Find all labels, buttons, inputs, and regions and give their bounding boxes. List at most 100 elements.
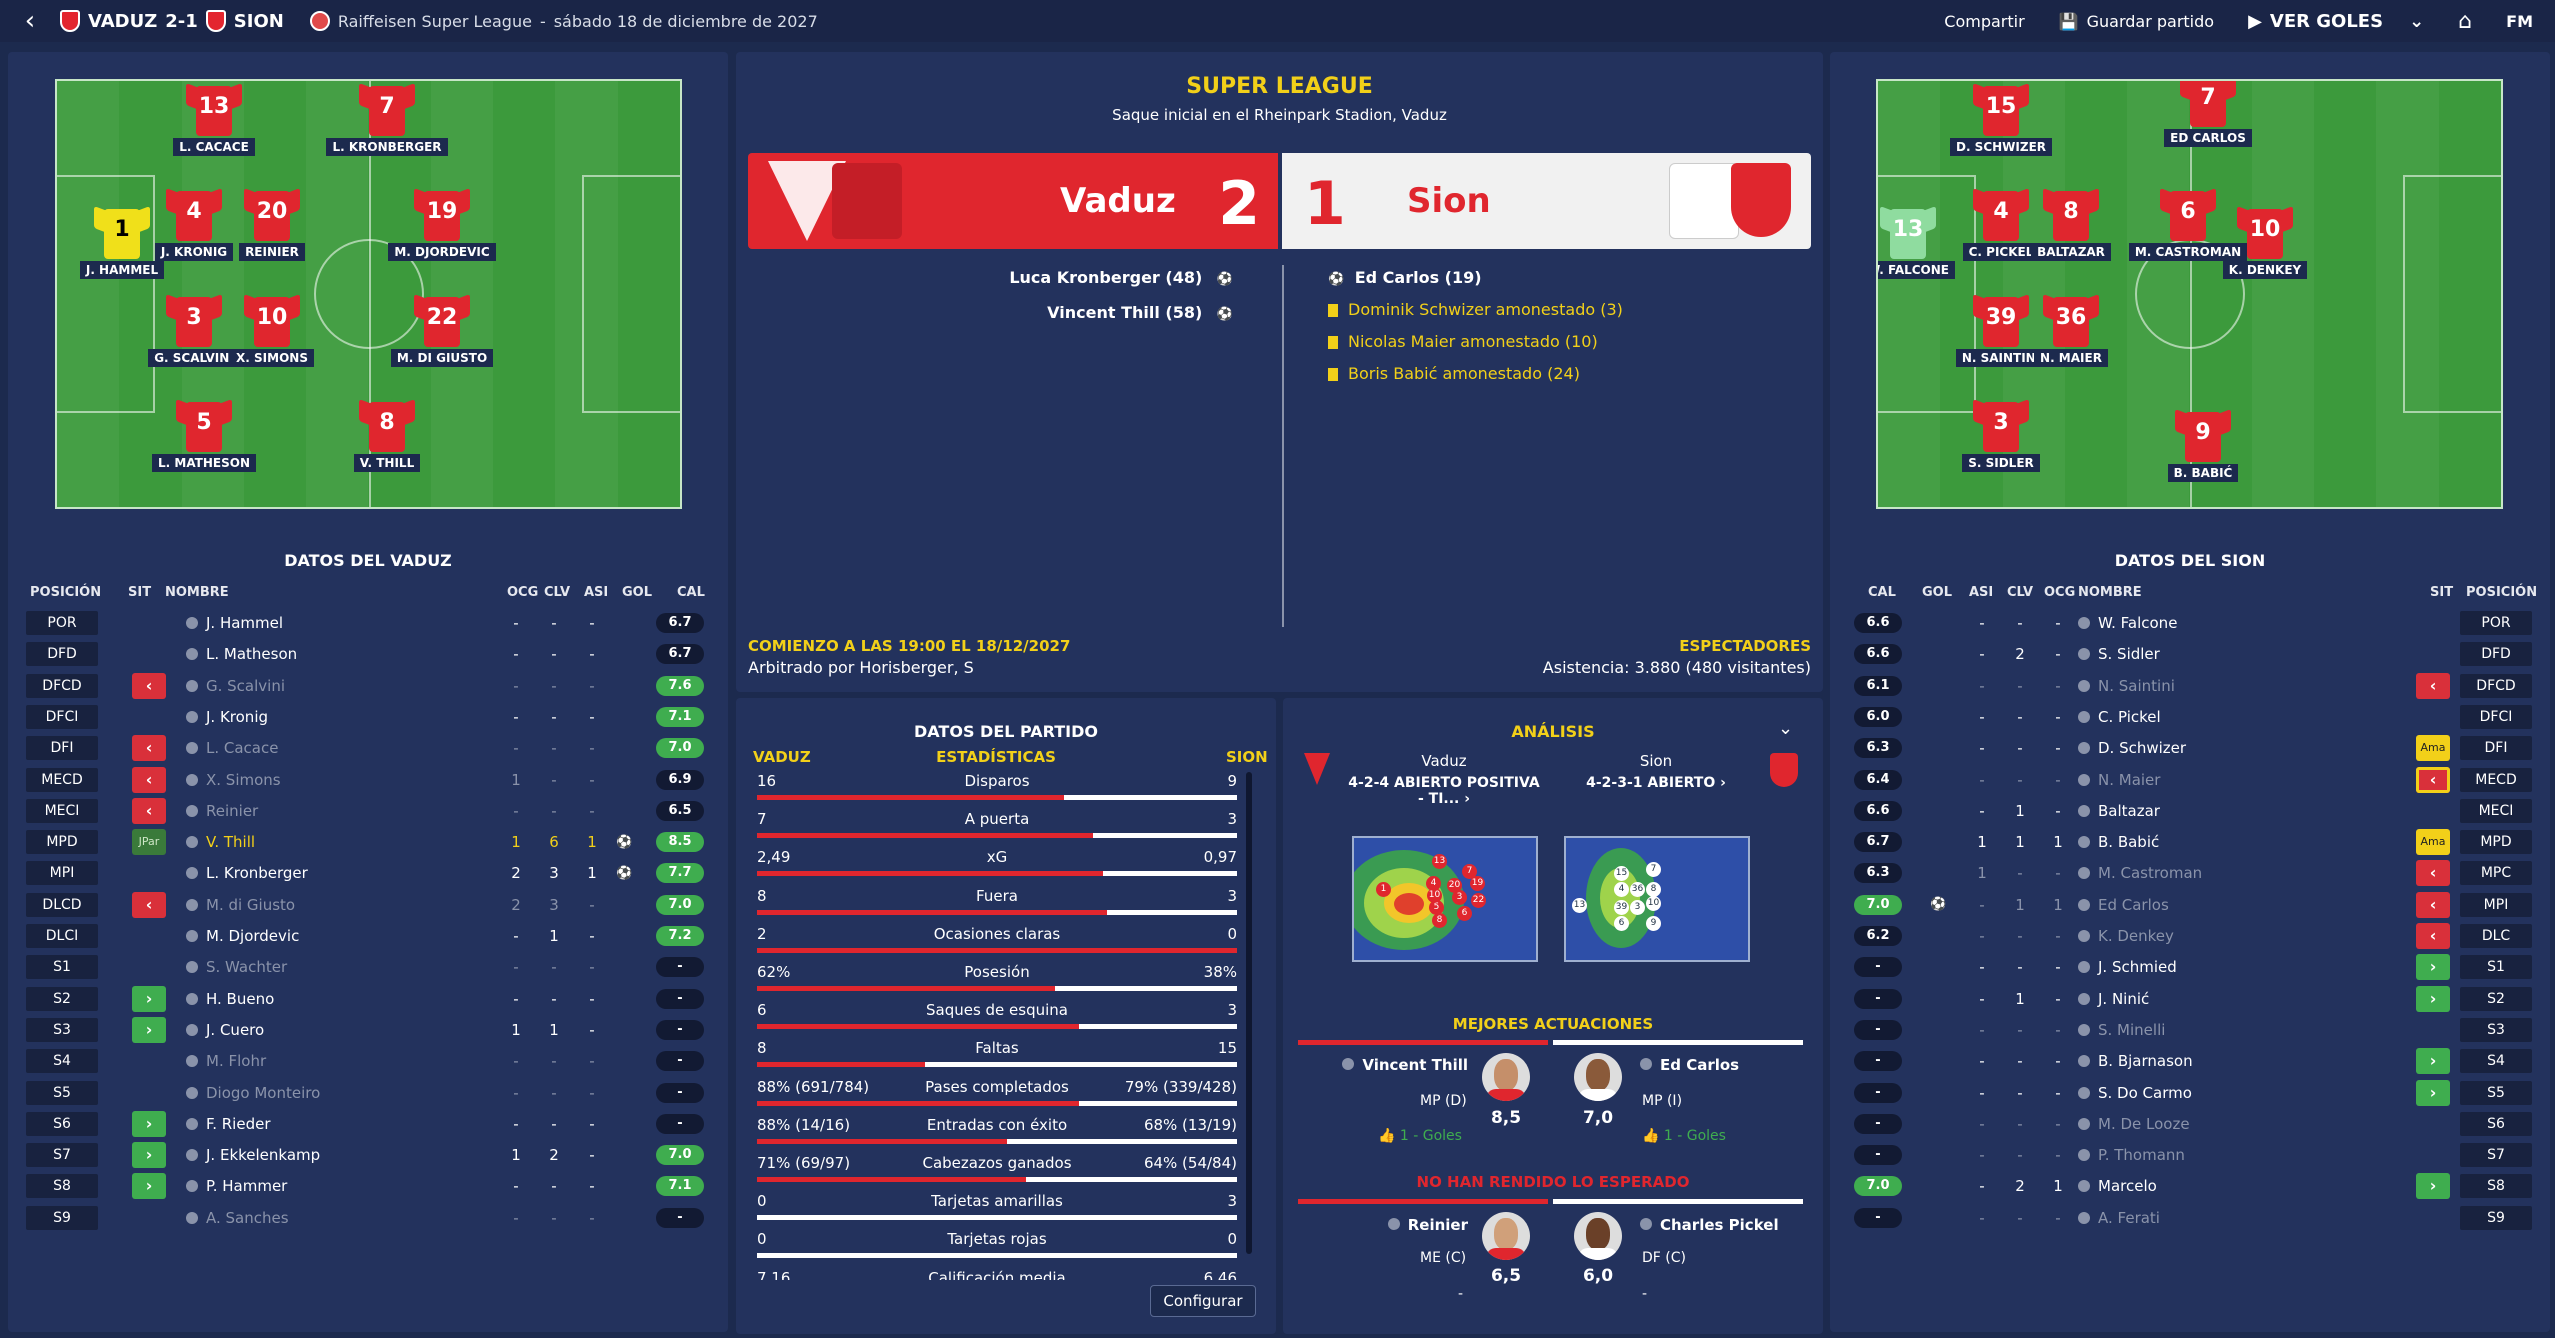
best-away-player[interactable]: Ed Carlos: [1640, 1056, 1739, 1074]
player-name[interactable]: B. Babić: [2098, 833, 2160, 852]
player-name[interactable]: Diogo Monteiro: [206, 1083, 321, 1102]
competition-name[interactable]: Raiffeisen Super League: [337, 11, 532, 31]
view-goals-button[interactable]: ▶ VER GOLES ⌄: [2248, 11, 2424, 32]
column-header[interactable]: GOL: [622, 585, 653, 600]
player-position-dot[interactable]: 20: [1447, 878, 1462, 893]
table-row[interactable]: MPD JPar V. Thill 1 6 1 ⚽ 8.5: [26, 827, 716, 857]
column-header[interactable]: NOMBRE: [2078, 585, 2142, 600]
player-position-dot[interactable]: 13: [1432, 854, 1447, 869]
player-name[interactable]: H. Bueno: [206, 989, 275, 1008]
away-goal-event[interactable]: ⚽ Ed Carlos (19): [1328, 268, 1482, 287]
player-position-dot[interactable]: 9: [1646, 916, 1661, 931]
player-name[interactable]: A. Ferati: [2098, 1208, 2160, 1227]
configure-button[interactable]: Configurar: [1150, 1285, 1256, 1317]
player-position-dot[interactable]: 5: [1429, 900, 1444, 915]
player-name[interactable]: M. di Giusto: [206, 895, 296, 914]
player-name[interactable]: F. Rieder: [206, 1114, 271, 1133]
table-row[interactable]: 7.0 - 2 1 Marcelo › S8: [1848, 1171, 2538, 1201]
table-row[interactable]: MPI L. Kronberger 2 3 1 ⚽ 7.7: [26, 858, 716, 888]
player-position-dot[interactable]: 8: [1432, 913, 1447, 928]
table-row[interactable]: S7 › J. Ekkelenkamp 1 2 - 7.0: [26, 1140, 716, 1170]
back-button[interactable]: ‹: [24, 6, 36, 36]
stats-list[interactable]: 16 Disparos 9 7 A puerta 3 2,49 xG 0,97 8 Fuera 3 2 O…: [736, 770, 1276, 1280]
formation-player[interactable]: 13 W. FALCONE: [1878, 203, 1973, 279]
player-name[interactable]: Baltazar: [2098, 801, 2160, 820]
column-header[interactable]: NOMBRE: [165, 585, 229, 600]
formation-player[interactable]: 8 V. THILL: [322, 396, 452, 472]
share-button[interactable]: Compartir: [1944, 11, 2025, 31]
chevron-down-icon[interactable]: ⌄: [1778, 718, 1794, 739]
player-name[interactable]: X. Simons: [206, 770, 281, 789]
player-position-dot[interactable]: 6: [1614, 916, 1629, 931]
competition-info[interactable]: Raiffeisen Super League - sábado 18 de d…: [309, 11, 818, 31]
table-row[interactable]: 6.4 - - - N. Maier ‹ MECD: [1848, 765, 2538, 795]
worst-home-player[interactable]: Reinier: [1300, 1216, 1468, 1234]
player-position-dot[interactable]: 4: [1614, 882, 1629, 897]
home-goal-event[interactable]: Vincent Thill (58) ⚽: [1047, 303, 1233, 322]
table-row[interactable]: 6.6 - 2 - S. Sidler DFD: [1848, 639, 2538, 669]
table-row[interactable]: DFD L. Matheson - - - 6.7: [26, 639, 716, 669]
player-name[interactable]: M. Djordevic: [206, 927, 300, 945]
table-row[interactable]: 6.1 - - - N. Saintini ‹ DFCD: [1848, 671, 2538, 701]
save-match-button[interactable]: 💾 Guardar partido: [2059, 12, 2214, 31]
player-name[interactable]: S. Do Carmo: [2098, 1083, 2192, 1102]
formation-player[interactable]: 39 N. SAINTINI: [1936, 291, 2066, 367]
player-name[interactable]: B. Bjarnason: [2098, 1052, 2193, 1071]
table-row[interactable]: POR J. Hammel - - - 6.7: [26, 608, 716, 638]
home-heatmap[interactable]: 13 7 4 20 19 1 5 3 10 22 8 6: [1352, 836, 1538, 962]
analysis-away-formation[interactable]: 4-2-3-1 ABIERTO ›: [1556, 775, 1756, 791]
column-header[interactable]: CLV: [2007, 585, 2034, 600]
away-booking-event[interactable]: Nicolas Maier amonestado (10): [1328, 332, 1598, 351]
player-name[interactable]: Marcelo: [2098, 1177, 2157, 1196]
column-header[interactable]: POSICIÓN: [2466, 585, 2538, 600]
table-row[interactable]: DFCI J. Kronig - - - 7.1: [26, 702, 716, 732]
formation-player[interactable]: 4 C. PICKEL: [1936, 185, 2066, 261]
player-name[interactable]: V. Thill: [206, 833, 256, 852]
table-row[interactable]: 6.2 - - - K. Denkey ‹ DLC: [1848, 921, 2538, 951]
table-row[interactable]: - - - - P. Thomann S7: [1848, 1140, 2538, 1170]
column-header[interactable]: ASI: [1969, 585, 1994, 600]
table-row[interactable]: - - - - A. Ferati S9: [1848, 1203, 2538, 1233]
table-row[interactable]: S3 › J. Cuero 1 1 - -: [26, 1015, 716, 1045]
player-position-dot[interactable]: 10: [1646, 896, 1661, 911]
player-position-dot[interactable]: 1: [1376, 882, 1391, 897]
player-name[interactable]: J. Ninić: [2098, 989, 2150, 1008]
player-name[interactable]: P. Thomann: [2098, 1146, 2185, 1165]
column-header[interactable]: POSICIÓN: [30, 585, 102, 600]
best-home-player[interactable]: Vincent Thill: [1300, 1056, 1468, 1074]
formation-player[interactable]: 7 L. KRONBERGER: [322, 81, 452, 156]
formation-player[interactable]: 20 REINIER: [207, 185, 337, 261]
chevron-down-icon[interactable]: ⌄: [2409, 10, 2425, 32]
player-name[interactable]: J. Schmied: [2098, 958, 2177, 977]
player-name[interactable]: M. Castroman: [2098, 864, 2203, 883]
formation-player[interactable]: 15 D. SCHWIZER: [1936, 81, 2066, 156]
player-position-dot[interactable]: 3: [1452, 890, 1467, 905]
player-name[interactable]: S. Sidler: [2098, 645, 2160, 664]
column-header[interactable]: OCG: [2044, 585, 2076, 600]
player-position-dot[interactable]: 13: [1572, 898, 1587, 913]
formation-player[interactable]: 22 M. DI GIUSTO: [377, 291, 507, 367]
column-header[interactable]: CAL: [1868, 585, 1896, 600]
stats-scrollbar[interactable]: [1246, 772, 1252, 1254]
player-name[interactable]: M. De Looze: [2098, 1114, 2190, 1133]
column-header[interactable]: SIT: [128, 585, 152, 600]
player-name[interactable]: J. Kronig: [206, 707, 269, 726]
table-row[interactable]: DLCD ‹ M. di Giusto 2 3 - 7.0: [26, 890, 716, 920]
player-name[interactable]: Ed Carlos: [2098, 895, 2169, 914]
player-name[interactable]: K. Denkey: [2098, 927, 2174, 945]
table-row[interactable]: - - 1 - J. Ninić › S2: [1848, 984, 2538, 1014]
player-position-dot[interactable]: 7: [1646, 862, 1661, 877]
formation-player[interactable]: 7 ED CARLOS: [2143, 81, 2273, 147]
table-row[interactable]: S1 S. Wachter - - - -: [26, 952, 716, 982]
player-name[interactable]: L. Matheson: [206, 645, 298, 664]
table-row[interactable]: 6.6 - 1 - Baltazar MECI: [1848, 796, 2538, 826]
column-header[interactable]: GOL: [1922, 585, 1953, 600]
worst-away-player[interactable]: Charles Pickel: [1640, 1216, 1779, 1234]
player-name[interactable]: C. Pickel: [2098, 707, 2161, 726]
table-row[interactable]: DFI ‹ L. Cacace - - - 7.0: [26, 733, 716, 763]
table-row[interactable]: - - - - S. Do Carmo › S5: [1848, 1078, 2538, 1108]
player-position-dot[interactable]: 15: [1614, 866, 1629, 881]
home-icon[interactable]: ⌂: [2458, 8, 2473, 34]
player-name[interactable]: N. Maier: [2098, 770, 2161, 789]
table-row[interactable]: S6 › F. Rieder - - - -: [26, 1109, 716, 1139]
